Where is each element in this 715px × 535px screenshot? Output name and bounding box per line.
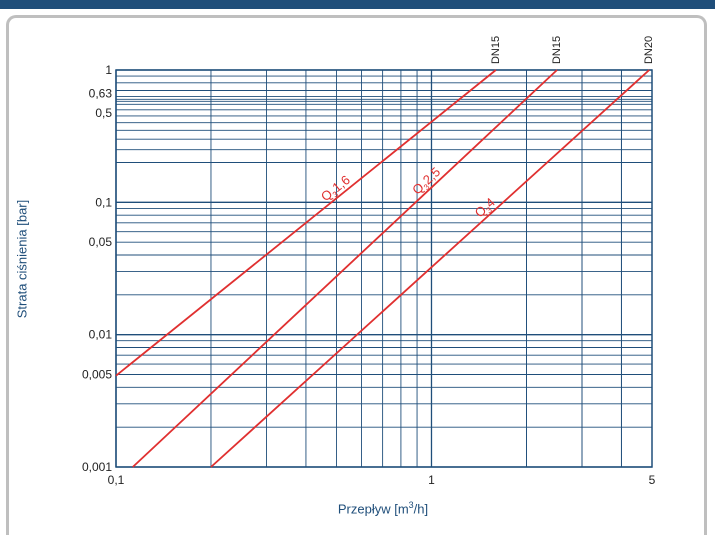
y-tick-label-2: 0,5 [95,106,112,120]
plot-frame [115,69,653,468]
y-tick-label-7: 0,001 [82,460,112,474]
x-tick-label-2: 5 [649,473,656,487]
y-tick-labels: 1 0,63 0,5 0,1 0,05 0,01 0,005 0,001 [82,63,112,474]
x-tick-labels: 0,1 1 5 [108,473,656,487]
dn-label-1: DN15 [551,36,563,64]
series-label-sub-1: 3 [422,182,432,192]
y-tick-label-0: 1 [105,63,112,77]
series-line-2 [210,69,650,468]
y-tick-label-4: 0,05 [89,235,113,249]
y-tick-label-1: 0,63 [89,87,113,101]
x-tick-label-0: 0,1 [108,473,125,487]
x-tick-label-1: 1 [428,473,435,487]
x-axis-label-suffix: /h] [413,501,429,517]
series-lines [115,69,650,468]
dn-label-2: DN20 [643,36,655,64]
y-tick-label-6: 0,005 [82,368,112,382]
y-tick-label-5: 0,01 [89,328,113,342]
series-label-sub-0: 3 [331,189,341,199]
series-line-0 [115,69,497,377]
top-bar [0,0,715,9]
x-axis-label-prefix: Przepływ [m [337,501,409,517]
y-tick-label-3: 0,1 [95,195,112,209]
series-label-1: Q32,5 [409,164,444,199]
x-axis-label: Przepływ [m3/h] [338,500,428,516]
dn-labels: DN15 DN15 DN20 [490,36,655,64]
dn-label-0: DN15 [490,36,502,64]
grid-minor [116,70,653,467]
series-line-1 [132,69,558,468]
series-label-sub-2: 3 [485,205,495,215]
y-axis-label: Strata ciśnienia [bar] [14,199,30,319]
grid-major [115,69,653,468]
x-axis-label-sup: 3 [408,500,414,510]
